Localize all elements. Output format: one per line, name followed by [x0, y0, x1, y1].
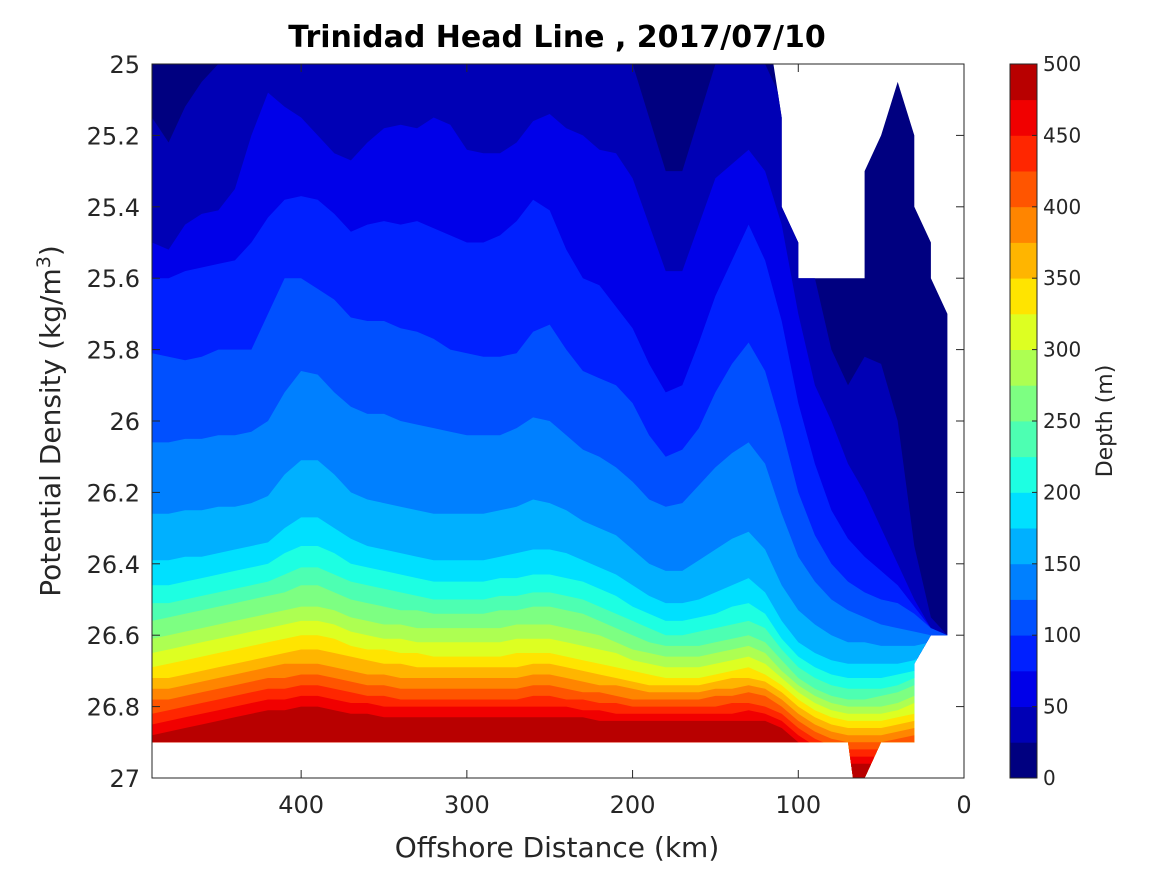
- y-tick-label: 25: [109, 51, 140, 79]
- x-tick-label: 400: [278, 791, 324, 819]
- y-tick-label: 25.2: [87, 122, 140, 150]
- colorbar-swatch: [1010, 599, 1037, 636]
- colorbar-label: Depth (m): [1093, 365, 1118, 478]
- colorbar-swatch: [1010, 206, 1037, 243]
- plot-area: 400 300 200 100 0 25 25.2 25.4 25.6 25.8 26 26.2 26…: [87, 51, 972, 819]
- colorbar-swatch: [1010, 99, 1037, 136]
- y-axis-label-main: Potential Density (kg/m: [34, 268, 67, 597]
- y-tick-label: 26.2: [87, 479, 140, 507]
- colorbar-swatch: [1010, 670, 1037, 707]
- y-tick-label: 25.4: [87, 194, 140, 222]
- colorbar-swatch: [1010, 171, 1037, 208]
- colorbar-tick-label: 150: [1043, 552, 1081, 576]
- colorbar-swatch: [1010, 528, 1037, 565]
- colorbar-tick-label: 450: [1043, 123, 1081, 147]
- colorbar: 0 50 100 150 200 250 300 350 400 450 500: [1009, 52, 1081, 790]
- colorbar-swatch: [1010, 64, 1037, 101]
- colorbar-swatch: [1010, 135, 1037, 172]
- x-tick-label: 300: [444, 791, 490, 819]
- x-tick-label: 200: [610, 791, 656, 819]
- y-tick-label: 26.8: [87, 694, 140, 722]
- colorbar-swatch: [1010, 456, 1037, 493]
- colorbar-swatch: [1010, 313, 1037, 350]
- y-tick-label: 26: [109, 408, 140, 436]
- x-tick-label: 0: [956, 791, 971, 819]
- chart-title: Trinidad Head Line , 2017/07/10: [288, 20, 825, 55]
- colorbar-swatches: [1010, 64, 1037, 779]
- y-axis-label-close: ): [34, 245, 67, 256]
- y-tick-label: 26.4: [87, 551, 140, 579]
- colorbar-swatch: [1010, 635, 1037, 672]
- colorbar-swatch: [1010, 349, 1037, 386]
- x-tick-label: 100: [775, 791, 821, 819]
- x-axis-label: Offshore Distance (km): [395, 831, 720, 864]
- y-tick-label: 26.6: [87, 622, 140, 650]
- y-tick-label: 25.8: [87, 337, 140, 365]
- colorbar-tick-label: 500: [1043, 52, 1081, 76]
- colorbar-swatch: [1010, 421, 1037, 458]
- colorbar-swatch: [1010, 706, 1037, 743]
- colorbar-swatch: [1010, 563, 1037, 600]
- colorbar-swatch: [1010, 492, 1037, 529]
- colorbar-tick-label: 50: [1043, 695, 1068, 719]
- colorbar-swatch: [1010, 742, 1037, 779]
- colorbar-swatch: [1010, 278, 1037, 315]
- colorbar-ticks: 0 50 100 150 200 250 300 350 400 450 500: [1032, 52, 1081, 790]
- colorbar-tick-label: 100: [1043, 623, 1081, 647]
- y-axis-label: Potential Density (kg/m3): [33, 245, 67, 597]
- colorbar-swatch: [1010, 385, 1037, 422]
- colorbar-tick-label: 300: [1043, 338, 1081, 362]
- x-axis-ticks: 400 300 200 100 0: [278, 64, 972, 819]
- colorbar-tick-label: 350: [1043, 266, 1081, 290]
- y-tick-label: 27: [109, 765, 140, 793]
- y-axis-ticks: 25 25.2 25.4 25.6 25.8 26 26.2 26.4 26.6 26.8 27: [87, 51, 964, 793]
- colorbar-swatch: [1010, 242, 1037, 279]
- colorbar-tick-label: 400: [1043, 195, 1081, 219]
- colorbar-tick-label: 0: [1043, 766, 1056, 790]
- colorbar-tick-label: 200: [1043, 480, 1081, 504]
- colorbar-tick-label: 250: [1043, 409, 1081, 433]
- y-tick-label: 25.6: [87, 265, 140, 293]
- y-axis-label-superscript: 3: [33, 256, 55, 268]
